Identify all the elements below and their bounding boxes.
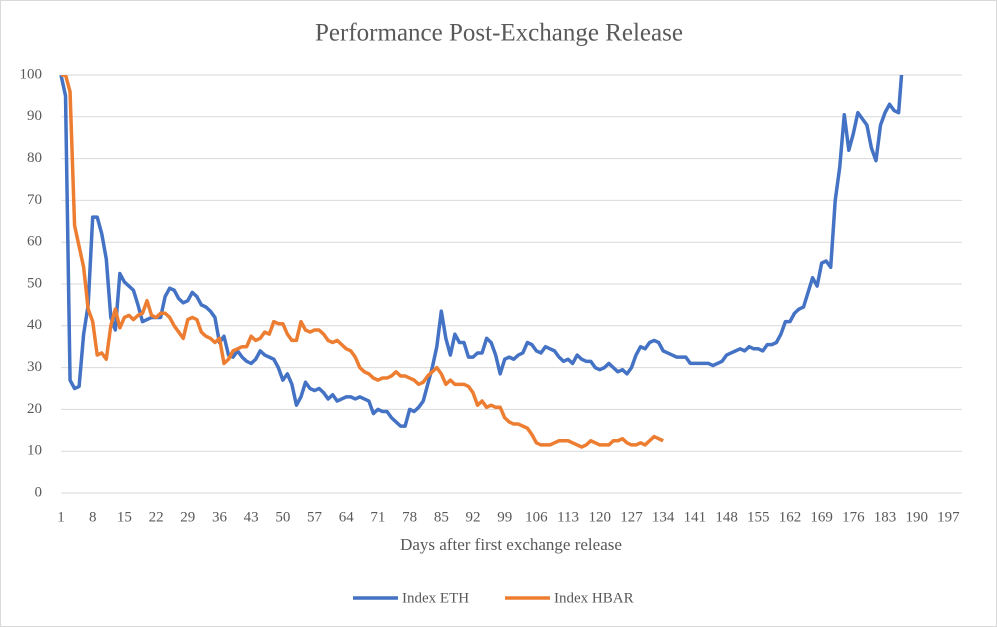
x-tick-label: 22 — [149, 509, 164, 525]
x-tick-label: 169 — [810, 509, 833, 525]
y-tick-label: 0 — [35, 484, 43, 500]
x-tick-label: 106 — [525, 509, 548, 525]
chart-title: Performance Post-Exchange Release — [315, 20, 683, 47]
x-tick-label: 1 — [57, 509, 65, 525]
y-tick-label: 90 — [27, 108, 42, 124]
x-tick-label: 36 — [212, 509, 228, 525]
x-tick-label: 8 — [89, 509, 97, 525]
x-tick-label: 43 — [244, 509, 259, 525]
x-tick-label: 155 — [747, 509, 770, 525]
y-tick-label: 20 — [27, 401, 42, 417]
x-tick-label: 85 — [434, 509, 449, 525]
x-tick-label: 134 — [652, 509, 675, 525]
x-axis-title: Days after first exchange release — [400, 535, 622, 554]
x-tick-label: 99 — [497, 509, 512, 525]
y-tick-label: 70 — [27, 192, 42, 208]
y-tick-label: 100 — [20, 66, 43, 82]
series-line — [59, 75, 904, 428]
y-tick-label: 30 — [27, 359, 42, 375]
y-tick-label: 10 — [27, 443, 42, 459]
x-tick-label: 78 — [402, 509, 417, 525]
x-tick-label: 120 — [589, 509, 612, 525]
x-tick-label: 29 — [180, 509, 195, 525]
x-tick-label: 64 — [339, 509, 355, 525]
x-tick-label: 15 — [117, 509, 132, 525]
series-line — [61, 75, 664, 449]
y-tick-label: 60 — [27, 234, 42, 250]
x-tick-label: 92 — [466, 509, 481, 525]
x-tick-label: 113 — [557, 509, 579, 525]
plot-area — [59, 75, 904, 449]
x-tick-label: 162 — [779, 509, 802, 525]
x-tick-label: 57 — [307, 509, 323, 525]
x-tick-label: 50 — [275, 509, 290, 525]
y-tick-label: 40 — [27, 317, 42, 333]
x-tick-label: 197 — [937, 509, 960, 525]
x-tick-label: 183 — [874, 509, 897, 525]
y-tick-label: 80 — [27, 150, 42, 166]
x-tick-label: 190 — [905, 509, 928, 525]
legend-label: Index HBAR — [554, 590, 634, 606]
y-tick-label: 50 — [27, 275, 42, 291]
x-tick-label: 71 — [370, 509, 385, 525]
legend-label: Index ETH — [402, 590, 469, 606]
x-tick-label: 127 — [620, 509, 643, 525]
x-tick-label: 141 — [684, 509, 707, 525]
x-tick-label: 176 — [842, 509, 865, 525]
x-tick-label: 148 — [715, 509, 738, 525]
